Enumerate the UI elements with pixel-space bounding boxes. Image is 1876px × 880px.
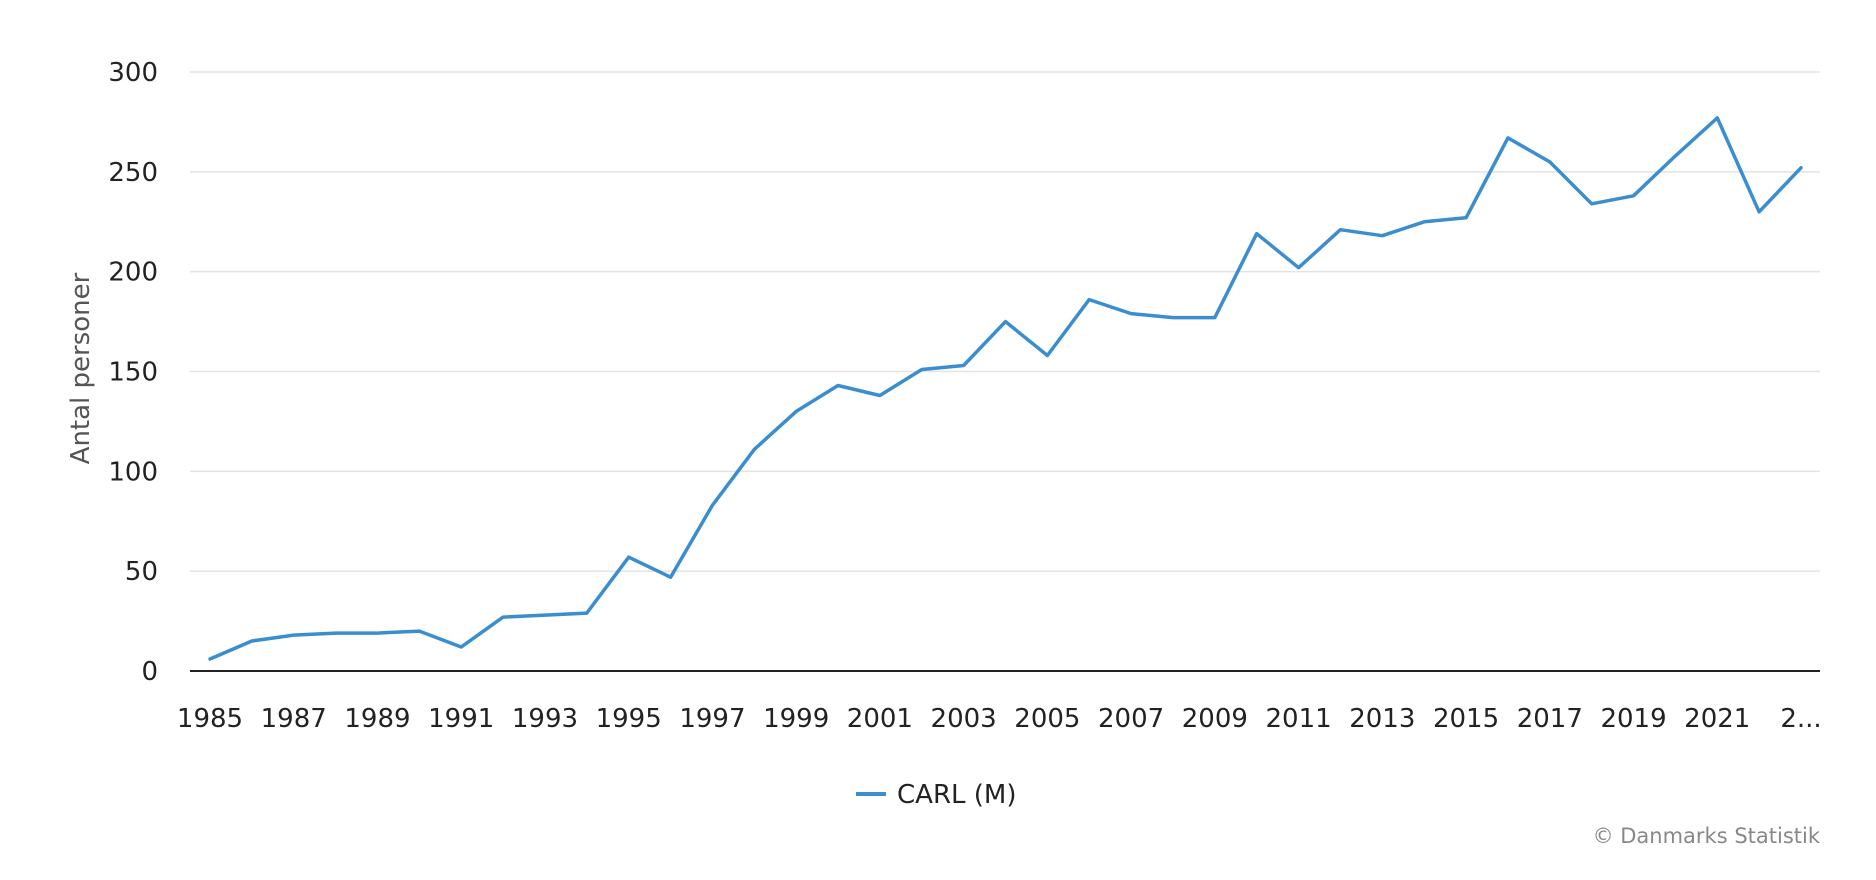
y-axis-ticks: 0 50 100 150 200 250 300: [108, 58, 158, 687]
x-tick-label: 2021: [1684, 704, 1750, 734]
series-layer: [204, 112, 1807, 665]
data-point[interactable]: [204, 653, 216, 665]
data-point[interactable]: [539, 609, 551, 621]
y-tick-label: 150: [108, 358, 158, 388]
data-point[interactable]: [1502, 132, 1514, 144]
y-tick-label: 250: [108, 158, 158, 188]
data-point[interactable]: [706, 499, 718, 511]
data-point[interactable]: [497, 611, 509, 623]
grid-lines: [190, 71, 1820, 572]
data-point[interactable]: [1418, 216, 1430, 228]
data-point[interactable]: [455, 641, 467, 653]
data-point[interactable]: [1125, 308, 1137, 320]
data-point[interactable]: [1544, 156, 1556, 168]
x-tick-label: 2015: [1433, 704, 1499, 734]
data-point[interactable]: [1293, 262, 1305, 274]
y-tick-label: 100: [108, 457, 158, 487]
data-point[interactable]: [288, 629, 300, 641]
data-point[interactable]: [1041, 350, 1053, 362]
data-point[interactable]: [1669, 150, 1681, 162]
data-point[interactable]: [1628, 190, 1640, 202]
data-point[interactable]: [958, 360, 970, 372]
x-tick-label: 2019: [1600, 704, 1666, 734]
data-point[interactable]: [246, 635, 258, 647]
data-point[interactable]: [1083, 294, 1095, 306]
y-tick-label: 0: [141, 657, 158, 687]
data-point[interactable]: [916, 364, 928, 376]
y-axis-title: Antal personer: [66, 272, 96, 464]
data-point[interactable]: [1000, 316, 1012, 328]
x-tick-label: 1991: [428, 704, 494, 734]
y-tick-label: 50: [125, 557, 158, 587]
data-point[interactable]: [1376, 230, 1388, 242]
x-tick-label: 2...: [1780, 704, 1821, 734]
x-tick-label: 1995: [596, 704, 662, 734]
data-point[interactable]: [623, 551, 635, 563]
x-tick-label: 2017: [1517, 704, 1583, 734]
y-tick-label: 200: [108, 258, 158, 288]
x-axis-ticks: 1985 1987 1989 1991 1993 1995 1997 1999 2001 2003…: [177, 704, 1822, 734]
data-point[interactable]: [832, 379, 844, 391]
data-point[interactable]: [1753, 206, 1765, 218]
x-tick-label: 1987: [261, 704, 327, 734]
data-point[interactable]: [581, 607, 593, 619]
x-tick-label: 2003: [931, 704, 997, 734]
data-point[interactable]: [748, 443, 760, 455]
data-point[interactable]: [1167, 312, 1179, 324]
data-point[interactable]: [371, 627, 383, 639]
data-point[interactable]: [1334, 224, 1346, 236]
data-point[interactable]: [1209, 312, 1221, 324]
x-tick-label: 1993: [512, 704, 578, 734]
x-tick-label: 2009: [1182, 704, 1248, 734]
x-tick-label: 1985: [177, 704, 243, 734]
data-point[interactable]: [1711, 112, 1723, 124]
data-point[interactable]: [665, 571, 677, 583]
x-tick-label: 2001: [847, 704, 913, 734]
data-point[interactable]: [330, 627, 342, 639]
x-tick-label: 2005: [1014, 704, 1080, 734]
data-point[interactable]: [1586, 198, 1598, 210]
data-point[interactable]: [413, 625, 425, 637]
data-point[interactable]: [1460, 212, 1472, 224]
x-tick-label: 2011: [1265, 704, 1331, 734]
credit-text: © Danmarks Statistik: [1593, 824, 1821, 848]
series-line[interactable]: [208, 116, 1803, 661]
legend-label: CARL (M): [897, 780, 1016, 810]
data-point[interactable]: [790, 405, 802, 417]
legend[interactable]: CARL (M): [856, 780, 1016, 810]
data-point[interactable]: [874, 389, 886, 401]
x-tick-label: 1997: [679, 704, 745, 734]
x-tick-label: 1999: [763, 704, 829, 734]
y-tick-label: 300: [108, 58, 158, 88]
x-tick-label: 1989: [344, 704, 410, 734]
x-tick-label: 2007: [1098, 704, 1164, 734]
data-point[interactable]: [1795, 162, 1807, 174]
x-tick-label: 2013: [1349, 704, 1415, 734]
data-point[interactable]: [1251, 228, 1263, 240]
